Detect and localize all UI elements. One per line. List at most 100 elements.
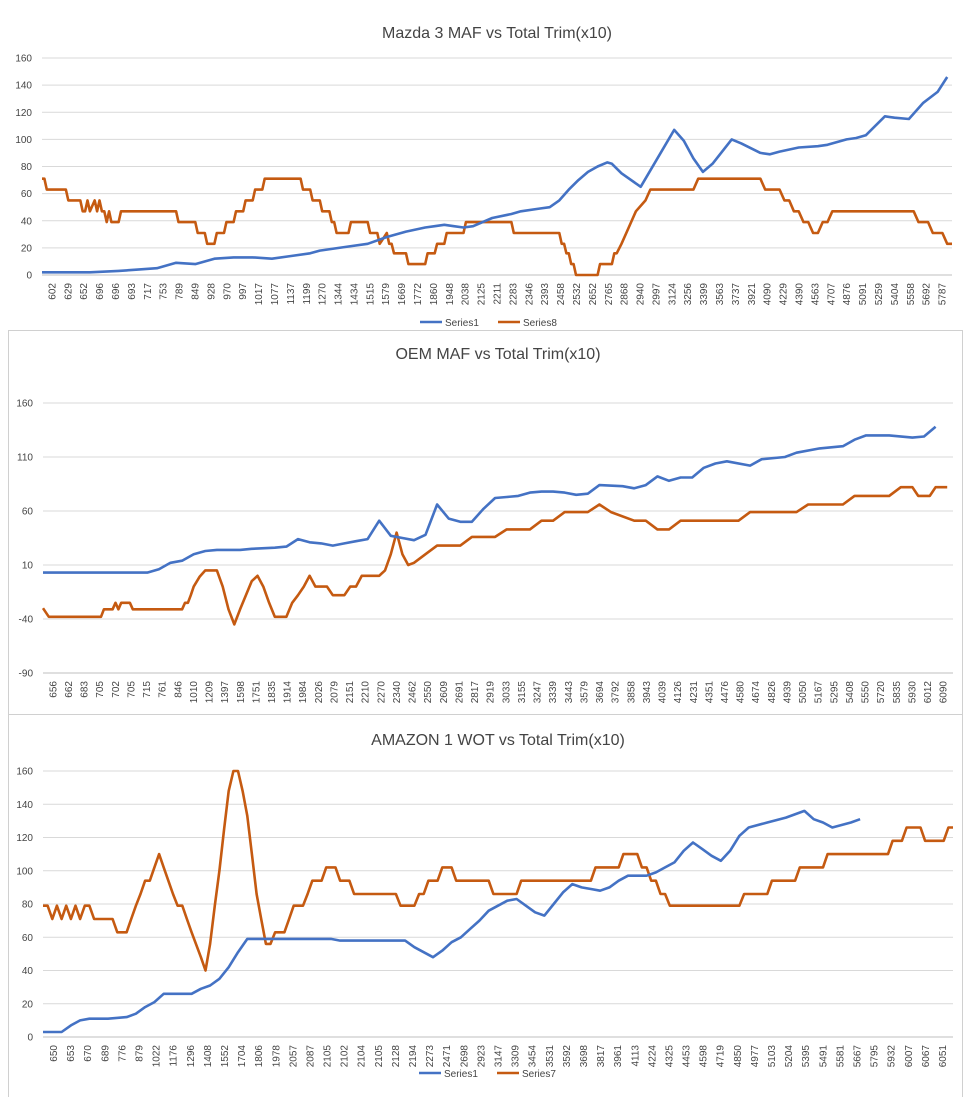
x-tick-label: 4390	[795, 283, 806, 306]
x-tick-label: 5050	[798, 681, 809, 704]
chart-title: AMAZON 1 WOT vs Total Trim(x10)	[371, 732, 625, 749]
x-tick-label: 2273	[425, 1045, 436, 1068]
x-tick-label: 4939	[782, 681, 793, 704]
x-tick-label: 2532	[572, 283, 583, 306]
x-tick-label: 5558	[906, 283, 917, 306]
x-tick-label: 1137	[286, 283, 297, 305]
x-tick-label: 656	[48, 681, 59, 698]
x-tick-label: 670	[83, 1045, 94, 1062]
x-tick-label: 1669	[397, 283, 408, 306]
chart-panel-mazda[interactable]: Mazda 3 MAF vs Total Trim(x10) 0 20 40 60 80 1…	[0, 0, 963, 330]
x-tick-label: 3399	[699, 283, 710, 306]
chart-panel-amazon[interactable]: AMAZON 1 WOT vs Total Trim(x10) 0 20 40 60 80…	[8, 714, 963, 1097]
x-tick-label: 1017	[254, 283, 265, 306]
x-tick-label: 2104	[357, 1045, 368, 1068]
chart-title: OEM MAF vs Total Trim(x10)	[395, 346, 600, 363]
series-line-series8	[42, 177, 952, 277]
x-tick-label: 1199	[302, 283, 313, 305]
x-tick-label: 5395	[801, 1045, 812, 1068]
chart-panel-oem[interactable]: OEM MAF vs Total Trim(x10) -90 -40 10 60 110 1…	[8, 330, 963, 715]
x-tick-label: 2346	[524, 283, 535, 306]
y-tick-label: 80	[21, 162, 33, 173]
x-tick-label: 5091	[858, 283, 869, 306]
x-tick-label: 4674	[751, 681, 762, 704]
x-tick-label: 1552	[220, 1045, 231, 1068]
x-tick-label: 6012	[923, 681, 934, 704]
legend-label: Series1	[444, 1069, 478, 1080]
x-tick-label: 5720	[876, 681, 887, 704]
x-tick-label: 5491	[818, 1045, 829, 1068]
x-tick-label: 997	[238, 283, 249, 300]
x-tick-label: 3454	[528, 1045, 539, 1068]
x-tick-label: 3737	[731, 283, 742, 306]
x-tick-label: 2079	[329, 681, 340, 704]
x-tick-label: 4113	[630, 1045, 641, 1067]
y-tick-label: 40	[21, 216, 33, 227]
x-tick-label: 3256	[683, 283, 694, 306]
x-tick-label: 2691	[454, 681, 465, 704]
x-tick-label: 2765	[604, 283, 615, 306]
x-tick-label: 1270	[318, 283, 329, 306]
x-tick-label: 4229	[779, 283, 790, 306]
x-tick-label: 1860	[429, 283, 440, 306]
x-tick-label: 696	[111, 283, 122, 300]
x-tick-label: 2458	[556, 283, 567, 306]
x-tick-label: 662	[64, 681, 75, 698]
x-tick-label: 1296	[186, 1045, 197, 1068]
y-tick-label: 80	[22, 900, 34, 911]
x-tick-label: 5204	[784, 1045, 795, 1068]
x-tick-label: 776	[117, 1045, 128, 1062]
x-tick-label: 4826	[767, 681, 778, 704]
x-tick-label: 4476	[720, 681, 731, 704]
x-tick-label: 5667	[852, 1045, 863, 1068]
x-tick-label: 6067	[921, 1045, 932, 1068]
x-tick-label: 928	[206, 283, 217, 300]
y-tick-label: 100	[16, 866, 33, 877]
x-tick-label: 5295	[829, 681, 840, 704]
x-tick-label: 1579	[381, 283, 392, 306]
x-tick-label: 689	[100, 1045, 111, 1062]
x-tick-label: 2340	[392, 681, 403, 704]
x-tick-label: 3309	[511, 1045, 522, 1068]
x-tick-label: 2940	[636, 283, 647, 306]
chart-oem: OEM MAF vs Total Trim(x10) -90 -40 10 60 110 1…	[16, 346, 953, 704]
x-tick-label: 3247	[533, 681, 544, 704]
y-tick-label: 20	[22, 999, 34, 1010]
x-tick-label: 705	[126, 681, 137, 698]
x-tick-label: 5404	[890, 283, 901, 306]
x-tick-label: 4325	[664, 1045, 675, 1068]
x-tick-label: 1209	[205, 681, 216, 704]
x-tick-label: 2817	[470, 681, 481, 704]
series-line-series7	[43, 769, 953, 972]
x-tick-label: 3579	[579, 681, 590, 704]
x-tick-label: 5167	[814, 681, 825, 704]
x-tick-label: 4977	[750, 1045, 761, 1068]
x-tick-label: 789	[175, 283, 186, 300]
x-tick-label: 1978	[271, 1045, 282, 1068]
x-tick-label: 3531	[545, 1045, 556, 1068]
y-tick-label: 160	[15, 54, 32, 65]
x-tick-label: 3792	[611, 681, 622, 704]
x-tick-label: 1806	[254, 1045, 265, 1068]
x-tick-label: 1704	[237, 1045, 248, 1068]
y-tick-label: 160	[16, 767, 33, 778]
x-tick-label: 846	[173, 681, 184, 698]
x-tick-label: 3698	[579, 1045, 590, 1068]
chart-title: Mazda 3 MAF vs Total Trim(x10)	[382, 25, 612, 42]
y-tick-label: 0	[26, 271, 32, 282]
x-tick-label: 1751	[251, 681, 262, 704]
x-tick-label: 2270	[376, 681, 387, 704]
x-tick-label: 1515	[365, 283, 376, 306]
x-tick-label: 5932	[887, 1045, 898, 1068]
x-tick-label: 1344	[334, 283, 345, 306]
x-tick-label: 6007	[904, 1045, 915, 1068]
y-tick-label: 120	[16, 833, 33, 844]
x-tick-label: 5787	[938, 283, 949, 306]
x-tick-label: 849	[191, 283, 202, 300]
x-tick-label: 2105	[323, 1045, 334, 1068]
x-tick-label: 4719	[716, 1045, 727, 1068]
x-tick-label: 3033	[501, 681, 512, 704]
x-tick-label: 2698	[459, 1045, 470, 1068]
y-tick-label: 110	[17, 453, 33, 464]
x-tick-label: 652	[79, 283, 90, 300]
